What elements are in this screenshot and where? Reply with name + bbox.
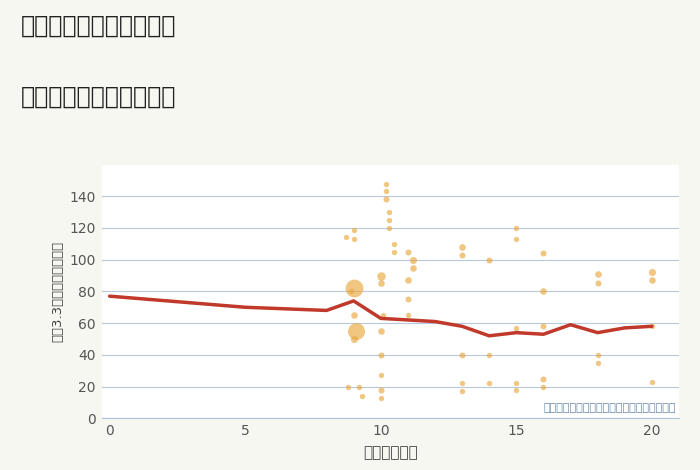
- Point: [646, 276, 657, 284]
- Point: [511, 324, 522, 332]
- Point: [538, 250, 549, 257]
- Point: [348, 235, 359, 243]
- Point: [348, 312, 359, 319]
- Point: [402, 248, 414, 256]
- Point: [456, 380, 468, 387]
- Point: [375, 280, 386, 287]
- Point: [511, 235, 522, 243]
- Point: [538, 383, 549, 390]
- Point: [348, 284, 359, 292]
- Point: [538, 288, 549, 295]
- Point: [456, 243, 468, 251]
- Point: [402, 296, 414, 303]
- Point: [592, 351, 603, 359]
- Point: [356, 392, 368, 400]
- Point: [375, 372, 386, 379]
- Point: [538, 322, 549, 330]
- Point: [384, 224, 395, 232]
- X-axis label: 駅距離（分）: 駅距離（分）: [363, 445, 418, 460]
- Point: [646, 322, 657, 330]
- Point: [381, 180, 392, 187]
- Point: [592, 280, 603, 287]
- Point: [375, 327, 386, 335]
- Point: [389, 240, 400, 248]
- Point: [484, 351, 495, 359]
- Point: [484, 256, 495, 263]
- Point: [407, 264, 419, 271]
- Point: [375, 386, 386, 393]
- Point: [381, 188, 392, 195]
- Point: [484, 380, 495, 387]
- Point: [511, 386, 522, 393]
- Point: [456, 388, 468, 395]
- Point: [389, 248, 400, 256]
- Point: [354, 383, 365, 390]
- Point: [375, 351, 386, 359]
- Point: [378, 312, 389, 319]
- Point: [511, 224, 522, 232]
- Text: 駅距離別中古戸建て価格: 駅距離別中古戸建て価格: [21, 85, 176, 109]
- Point: [538, 375, 549, 383]
- Point: [348, 226, 359, 233]
- Point: [384, 208, 395, 216]
- Point: [340, 234, 351, 241]
- Point: [592, 359, 603, 367]
- Point: [375, 272, 386, 279]
- Point: [375, 394, 386, 401]
- Point: [407, 256, 419, 263]
- Point: [384, 216, 395, 224]
- Point: [456, 251, 468, 258]
- Point: [646, 378, 657, 385]
- Text: 大阪府堺市西区北条町の: 大阪府堺市西区北条町の: [21, 14, 176, 38]
- Point: [402, 312, 414, 319]
- Point: [456, 351, 468, 359]
- Point: [345, 288, 356, 295]
- Y-axis label: 坪（3.3㎡）単価（万円）: 坪（3.3㎡）単価（万円）: [51, 241, 64, 342]
- Point: [592, 270, 603, 278]
- Text: 円の大きさは、取引のあった物件面積を示す: 円の大きさは、取引のあった物件面積を示す: [544, 403, 676, 413]
- Point: [381, 196, 392, 203]
- Point: [351, 327, 362, 335]
- Point: [511, 380, 522, 387]
- Point: [402, 276, 414, 284]
- Point: [348, 335, 359, 343]
- Point: [342, 383, 354, 390]
- Point: [646, 269, 657, 276]
